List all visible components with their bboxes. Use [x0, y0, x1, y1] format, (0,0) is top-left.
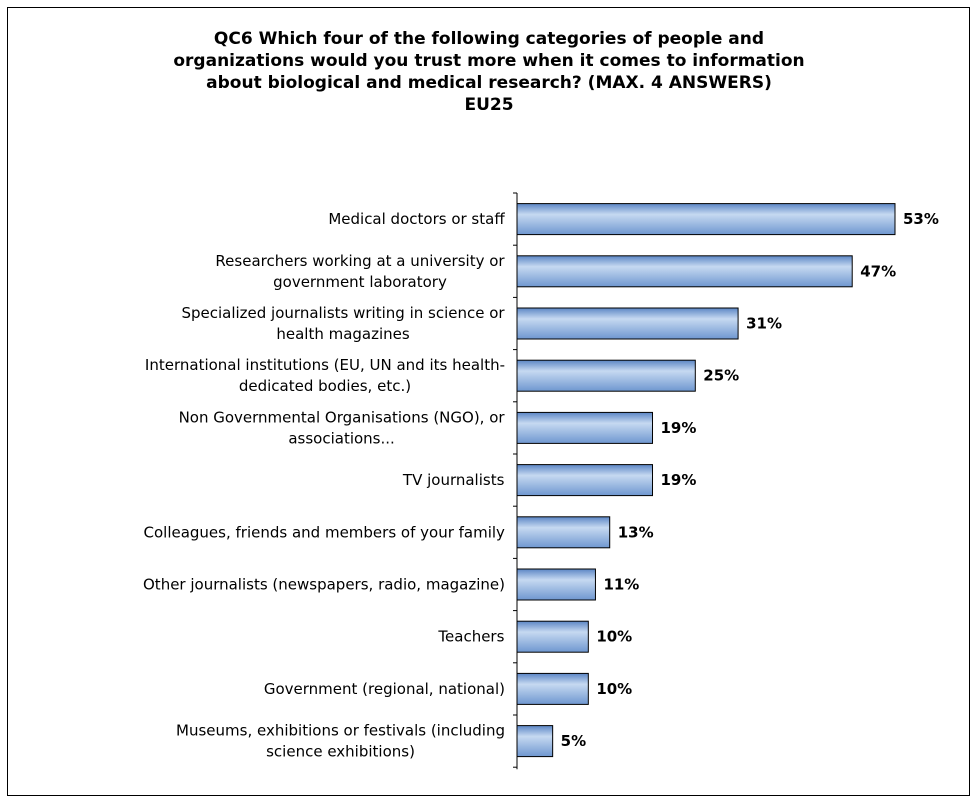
category-label: TV journalists [402, 471, 505, 489]
category-label-line: science exhibitions) [266, 743, 415, 761]
bar [516, 516, 611, 549]
value-label: 25% [703, 367, 739, 385]
category-label: International institutions (EU, UN and i… [145, 356, 505, 395]
chart-title-line-4: EU25 [464, 95, 514, 115]
category-label: Non Governmental Organisations (NGO), or… [179, 408, 506, 447]
chart-frame [7, 7, 970, 796]
bar [516, 307, 739, 340]
category-label-line: TV journalists [402, 471, 505, 489]
category-label: Researchers working at a university or go… [215, 252, 505, 291]
value-label: 13% [618, 523, 654, 541]
value-label: 10% [596, 680, 632, 698]
category-label-line: Teachers [437, 628, 504, 646]
category-label: Museums, exhibitions or festivals (inclu… [176, 722, 505, 761]
category-label: Teachers [437, 628, 504, 646]
value-label: 10% [596, 628, 632, 646]
chart-title: QC6 Which four of the following categori… [8, 28, 970, 116]
category-label-line: Researchers working at a university or [215, 252, 505, 270]
category-label-line: Government (regional, national) [264, 680, 505, 698]
bar [516, 672, 589, 705]
value-label: 19% [661, 419, 697, 437]
category-label-line: Other journalists (newspapers, radio, ma… [143, 576, 505, 594]
category-label: Government (regional, national) [264, 680, 505, 698]
value-label: 47% [860, 262, 896, 280]
category-label-line: Museums, exhibitions or festivals (inclu… [176, 722, 505, 740]
value-label: 19% [661, 471, 697, 489]
category-label-line: Colleagues, friends and members of your … [144, 523, 506, 541]
category-label-line: health magazines [276, 325, 410, 343]
category-label-line: Specialized journalists writing in scien… [181, 304, 505, 322]
category-label: Other journalists (newspapers, radio, ma… [143, 576, 505, 594]
bar [516, 568, 596, 601]
category-label-line: Medical doctors or staff [328, 210, 505, 228]
bar [516, 464, 654, 497]
category-label-line: Non Governmental Organisations (NGO), or [179, 408, 506, 426]
category-label: Medical doctors or staff [328, 210, 505, 228]
category-label: Specialized journalists writing in scien… [181, 304, 505, 343]
chart-title-line-3: about biological and medical research? (… [206, 73, 772, 93]
category-label: Colleagues, friends and members of your … [144, 523, 506, 541]
bar [516, 359, 696, 392]
category-label-line: government laboratory [273, 273, 447, 291]
bar [516, 255, 853, 288]
value-label: 31% [746, 315, 782, 333]
chart-title-line-2: organizations would you trust more when … [173, 51, 805, 71]
bar [516, 620, 589, 653]
value-label: 53% [903, 210, 939, 228]
bar [516, 725, 554, 758]
bar [516, 411, 654, 444]
category-label-line: International institutions (EU, UN and i… [145, 356, 505, 374]
chart-title-line-1: QC6 Which four of the following categori… [213, 29, 765, 49]
bar [516, 203, 896, 236]
value-label: 11% [603, 576, 639, 594]
category-label-line: associations... [288, 429, 394, 447]
value-label: 5% [561, 732, 586, 750]
category-label-line: dedicated bodies, etc.) [239, 377, 411, 395]
